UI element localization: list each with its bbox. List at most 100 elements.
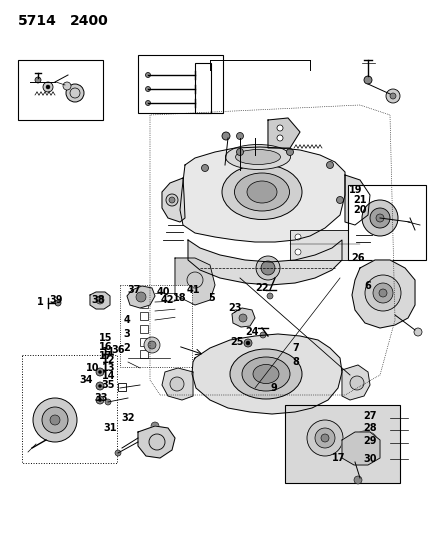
Polygon shape: [138, 426, 175, 458]
Ellipse shape: [230, 349, 302, 399]
Text: 2400: 2400: [70, 14, 109, 28]
Bar: [348, 185, 426, 260]
Text: 38: 38: [91, 295, 105, 305]
Circle shape: [373, 283, 393, 303]
Text: 14: 14: [102, 371, 116, 381]
Text: 6: 6: [365, 281, 372, 291]
Circle shape: [166, 194, 178, 206]
Text: 31: 31: [103, 423, 117, 433]
Circle shape: [286, 149, 294, 156]
Circle shape: [295, 234, 301, 240]
Circle shape: [222, 132, 230, 140]
Polygon shape: [342, 432, 380, 465]
Polygon shape: [188, 240, 342, 285]
Circle shape: [379, 289, 387, 297]
Text: 16: 16: [99, 342, 113, 352]
Circle shape: [414, 328, 422, 336]
Circle shape: [277, 125, 283, 131]
Circle shape: [35, 77, 41, 83]
Text: 41: 41: [186, 285, 200, 295]
Text: 22: 22: [255, 283, 269, 293]
Circle shape: [46, 85, 50, 89]
Circle shape: [327, 161, 333, 168]
Text: 26: 26: [351, 253, 365, 263]
Circle shape: [170, 377, 184, 391]
Circle shape: [261, 261, 275, 275]
Circle shape: [386, 89, 400, 103]
Circle shape: [246, 341, 250, 345]
Circle shape: [277, 135, 283, 141]
Text: 42: 42: [160, 295, 174, 305]
Polygon shape: [180, 147, 345, 242]
Circle shape: [295, 249, 301, 255]
Circle shape: [96, 296, 104, 304]
Text: 36: 36: [111, 345, 125, 355]
Circle shape: [358, 438, 372, 452]
Polygon shape: [175, 258, 215, 305]
Circle shape: [237, 133, 244, 140]
Circle shape: [351, 431, 379, 459]
Circle shape: [115, 450, 121, 456]
Text: 13: 13: [102, 363, 116, 373]
Text: 7: 7: [293, 343, 299, 353]
Circle shape: [96, 382, 104, 390]
Circle shape: [169, 197, 175, 203]
Circle shape: [33, 398, 77, 442]
Ellipse shape: [242, 357, 290, 391]
Text: 24: 24: [245, 327, 259, 337]
Bar: [18, 60, 103, 120]
Circle shape: [267, 293, 273, 299]
Ellipse shape: [253, 365, 279, 384]
Circle shape: [364, 76, 372, 84]
Polygon shape: [232, 308, 255, 327]
Circle shape: [239, 314, 247, 322]
Circle shape: [136, 292, 146, 302]
Circle shape: [149, 434, 165, 450]
Text: 11: 11: [102, 347, 116, 357]
Bar: [22, 355, 117, 463]
Circle shape: [202, 165, 208, 172]
Polygon shape: [268, 118, 300, 148]
Text: 27: 27: [363, 411, 377, 421]
Text: 17: 17: [332, 453, 346, 463]
Ellipse shape: [222, 165, 302, 220]
Text: 40: 40: [156, 287, 170, 297]
Text: 2: 2: [124, 343, 131, 353]
Text: 4: 4: [124, 315, 131, 325]
Text: 10: 10: [86, 363, 100, 373]
Text: 29: 29: [363, 436, 377, 446]
Circle shape: [146, 72, 151, 77]
Text: 32: 32: [121, 413, 135, 423]
Bar: [138, 55, 223, 113]
Circle shape: [151, 290, 155, 295]
Circle shape: [260, 332, 266, 338]
Text: 1: 1: [37, 297, 43, 307]
Polygon shape: [345, 175, 370, 225]
Circle shape: [349, 192, 365, 208]
Circle shape: [365, 275, 401, 311]
Text: 35: 35: [101, 380, 115, 390]
Bar: [118, 383, 126, 391]
Polygon shape: [192, 334, 342, 414]
Circle shape: [151, 309, 155, 313]
Bar: [290, 230, 360, 260]
Circle shape: [307, 420, 343, 456]
Text: 15: 15: [99, 333, 113, 343]
Circle shape: [390, 93, 396, 99]
Circle shape: [63, 82, 71, 90]
Text: 19: 19: [349, 185, 363, 195]
Circle shape: [98, 399, 101, 401]
Circle shape: [96, 396, 104, 404]
Text: 21: 21: [353, 195, 367, 205]
Bar: [140, 350, 148, 358]
Polygon shape: [162, 368, 193, 400]
Text: 12: 12: [102, 355, 116, 365]
Circle shape: [151, 300, 155, 304]
Text: 25: 25: [230, 337, 244, 347]
Circle shape: [43, 82, 53, 92]
Ellipse shape: [235, 149, 280, 165]
Circle shape: [187, 272, 203, 288]
Circle shape: [146, 86, 151, 92]
Bar: [140, 312, 148, 320]
Circle shape: [42, 407, 68, 433]
